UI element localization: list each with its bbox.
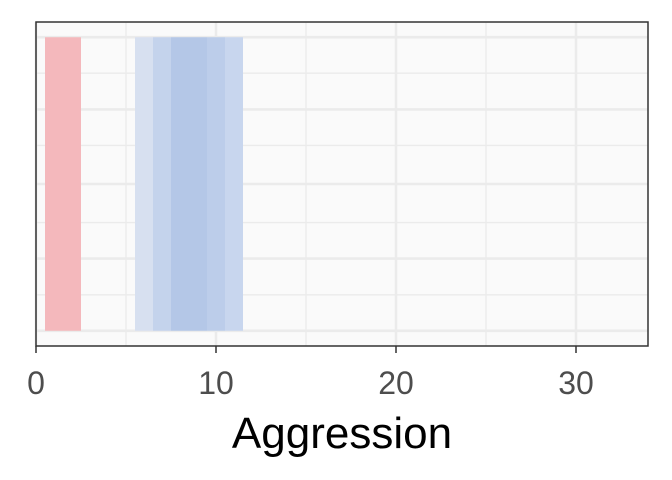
panel-border (35, 21, 649, 347)
x-axis-title: Aggression (232, 409, 452, 458)
x-tick-label: 10 (198, 365, 234, 401)
x-tick-label: 20 (378, 365, 414, 401)
band-blue (225, 37, 243, 331)
band-blue (171, 37, 207, 331)
x-tick-label: 30 (558, 365, 594, 401)
band-blue (153, 37, 171, 331)
band-red (45, 37, 81, 331)
band-blue (207, 37, 225, 331)
band-blue (135, 37, 153, 331)
x-axis: 0 10 20 30 (27, 346, 594, 401)
bands (45, 37, 243, 331)
x-tick-label: 0 (27, 365, 45, 401)
